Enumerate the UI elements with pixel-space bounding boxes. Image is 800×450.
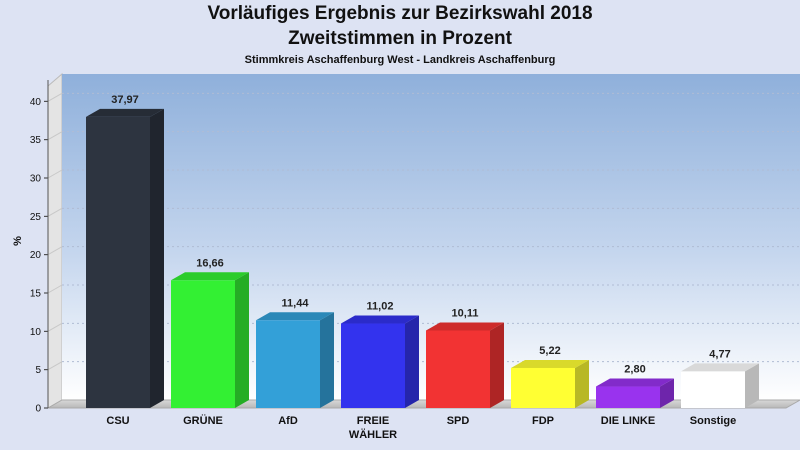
- category-label: Sonstige: [690, 415, 736, 427]
- category-label: AfD: [278, 415, 298, 427]
- value-label: 11,44: [282, 297, 310, 309]
- category-label: SPD: [447, 415, 470, 427]
- gridline-side: [47, 361, 63, 371]
- bar-top: [426, 322, 504, 331]
- category-label: GRÜNE: [183, 414, 223, 427]
- bar-grüne: [171, 272, 249, 408]
- y-tick-label: 5: [35, 365, 41, 376]
- y-tick-label: 15: [30, 289, 42, 300]
- bar-csu: [86, 108, 164, 408]
- category-label: FREIE: [357, 415, 389, 427]
- bar-front: [86, 116, 150, 408]
- value-label: 4,77: [709, 348, 730, 360]
- chart-subsubtitle: Stimmkreis Aschaffenburg West - Landkrei…: [244, 54, 556, 66]
- value-label: 37,97: [111, 94, 139, 106]
- y-axis-label: %: [12, 236, 24, 246]
- bar-spd: [426, 322, 504, 408]
- value-label: 11,02: [367, 301, 394, 313]
- category-label: FDP: [532, 415, 554, 427]
- bar-front: [511, 367, 575, 408]
- plot-side-wall: [47, 72, 63, 409]
- chart-subtitle: Zweitstimmen in Prozent: [288, 28, 512, 49]
- bar-top: [681, 363, 759, 372]
- gridline-side: [47, 92, 63, 102]
- y-tick-label: 0: [35, 404, 41, 415]
- bar-front: [681, 371, 745, 408]
- y-tick-label: 20: [30, 250, 42, 261]
- bar-front: [341, 323, 405, 408]
- bar-front: [596, 386, 660, 408]
- value-label: 16,66: [196, 257, 224, 269]
- gridline-side: [47, 169, 63, 179]
- gridline-side: [47, 284, 63, 294]
- y-tick-label: 10: [30, 327, 42, 338]
- gridline-side: [47, 246, 63, 256]
- bar-side: [660, 378, 674, 408]
- bar-side: [490, 322, 504, 408]
- gridline-side: [47, 131, 63, 141]
- bar-top: [256, 312, 334, 321]
- y-tick-label: 40: [30, 97, 42, 108]
- bar-top: [171, 272, 249, 281]
- bar-sonstige: [681, 363, 759, 408]
- bar-afd: [256, 312, 334, 408]
- bar-side: [575, 359, 589, 408]
- value-label: 10,11: [452, 307, 479, 319]
- bar-top: [86, 108, 164, 117]
- y-tick-label: 35: [30, 135, 42, 146]
- gridline-side: [47, 207, 63, 217]
- bar-freie-wähler: [341, 315, 419, 408]
- bar-side: [150, 108, 164, 408]
- bar-side: [320, 312, 334, 408]
- bar-top: [341, 315, 419, 324]
- bar-side: [745, 363, 759, 408]
- bar-fdp: [511, 359, 589, 408]
- gridline-side: [47, 322, 63, 332]
- bar-top: [511, 359, 589, 368]
- value-label: 2,80: [624, 364, 645, 376]
- category-label: WÄHLER: [349, 428, 397, 441]
- bar-side: [235, 272, 249, 408]
- category-label: DIE LINKE: [601, 415, 655, 427]
- y-tick-label: 30: [30, 174, 42, 185]
- bar-front: [171, 280, 235, 408]
- y-tick-label: 25: [30, 212, 42, 223]
- value-label: 5,22: [539, 345, 560, 357]
- bar-top: [596, 378, 674, 387]
- bar-front: [256, 320, 320, 408]
- bar-die-linke: [596, 378, 674, 408]
- bar-front: [426, 330, 490, 408]
- category-label: CSU: [106, 415, 129, 427]
- chart-title: Vorläufiges Ergebnis zur Bezirkswahl 201…: [207, 3, 593, 24]
- bar-side: [405, 315, 419, 408]
